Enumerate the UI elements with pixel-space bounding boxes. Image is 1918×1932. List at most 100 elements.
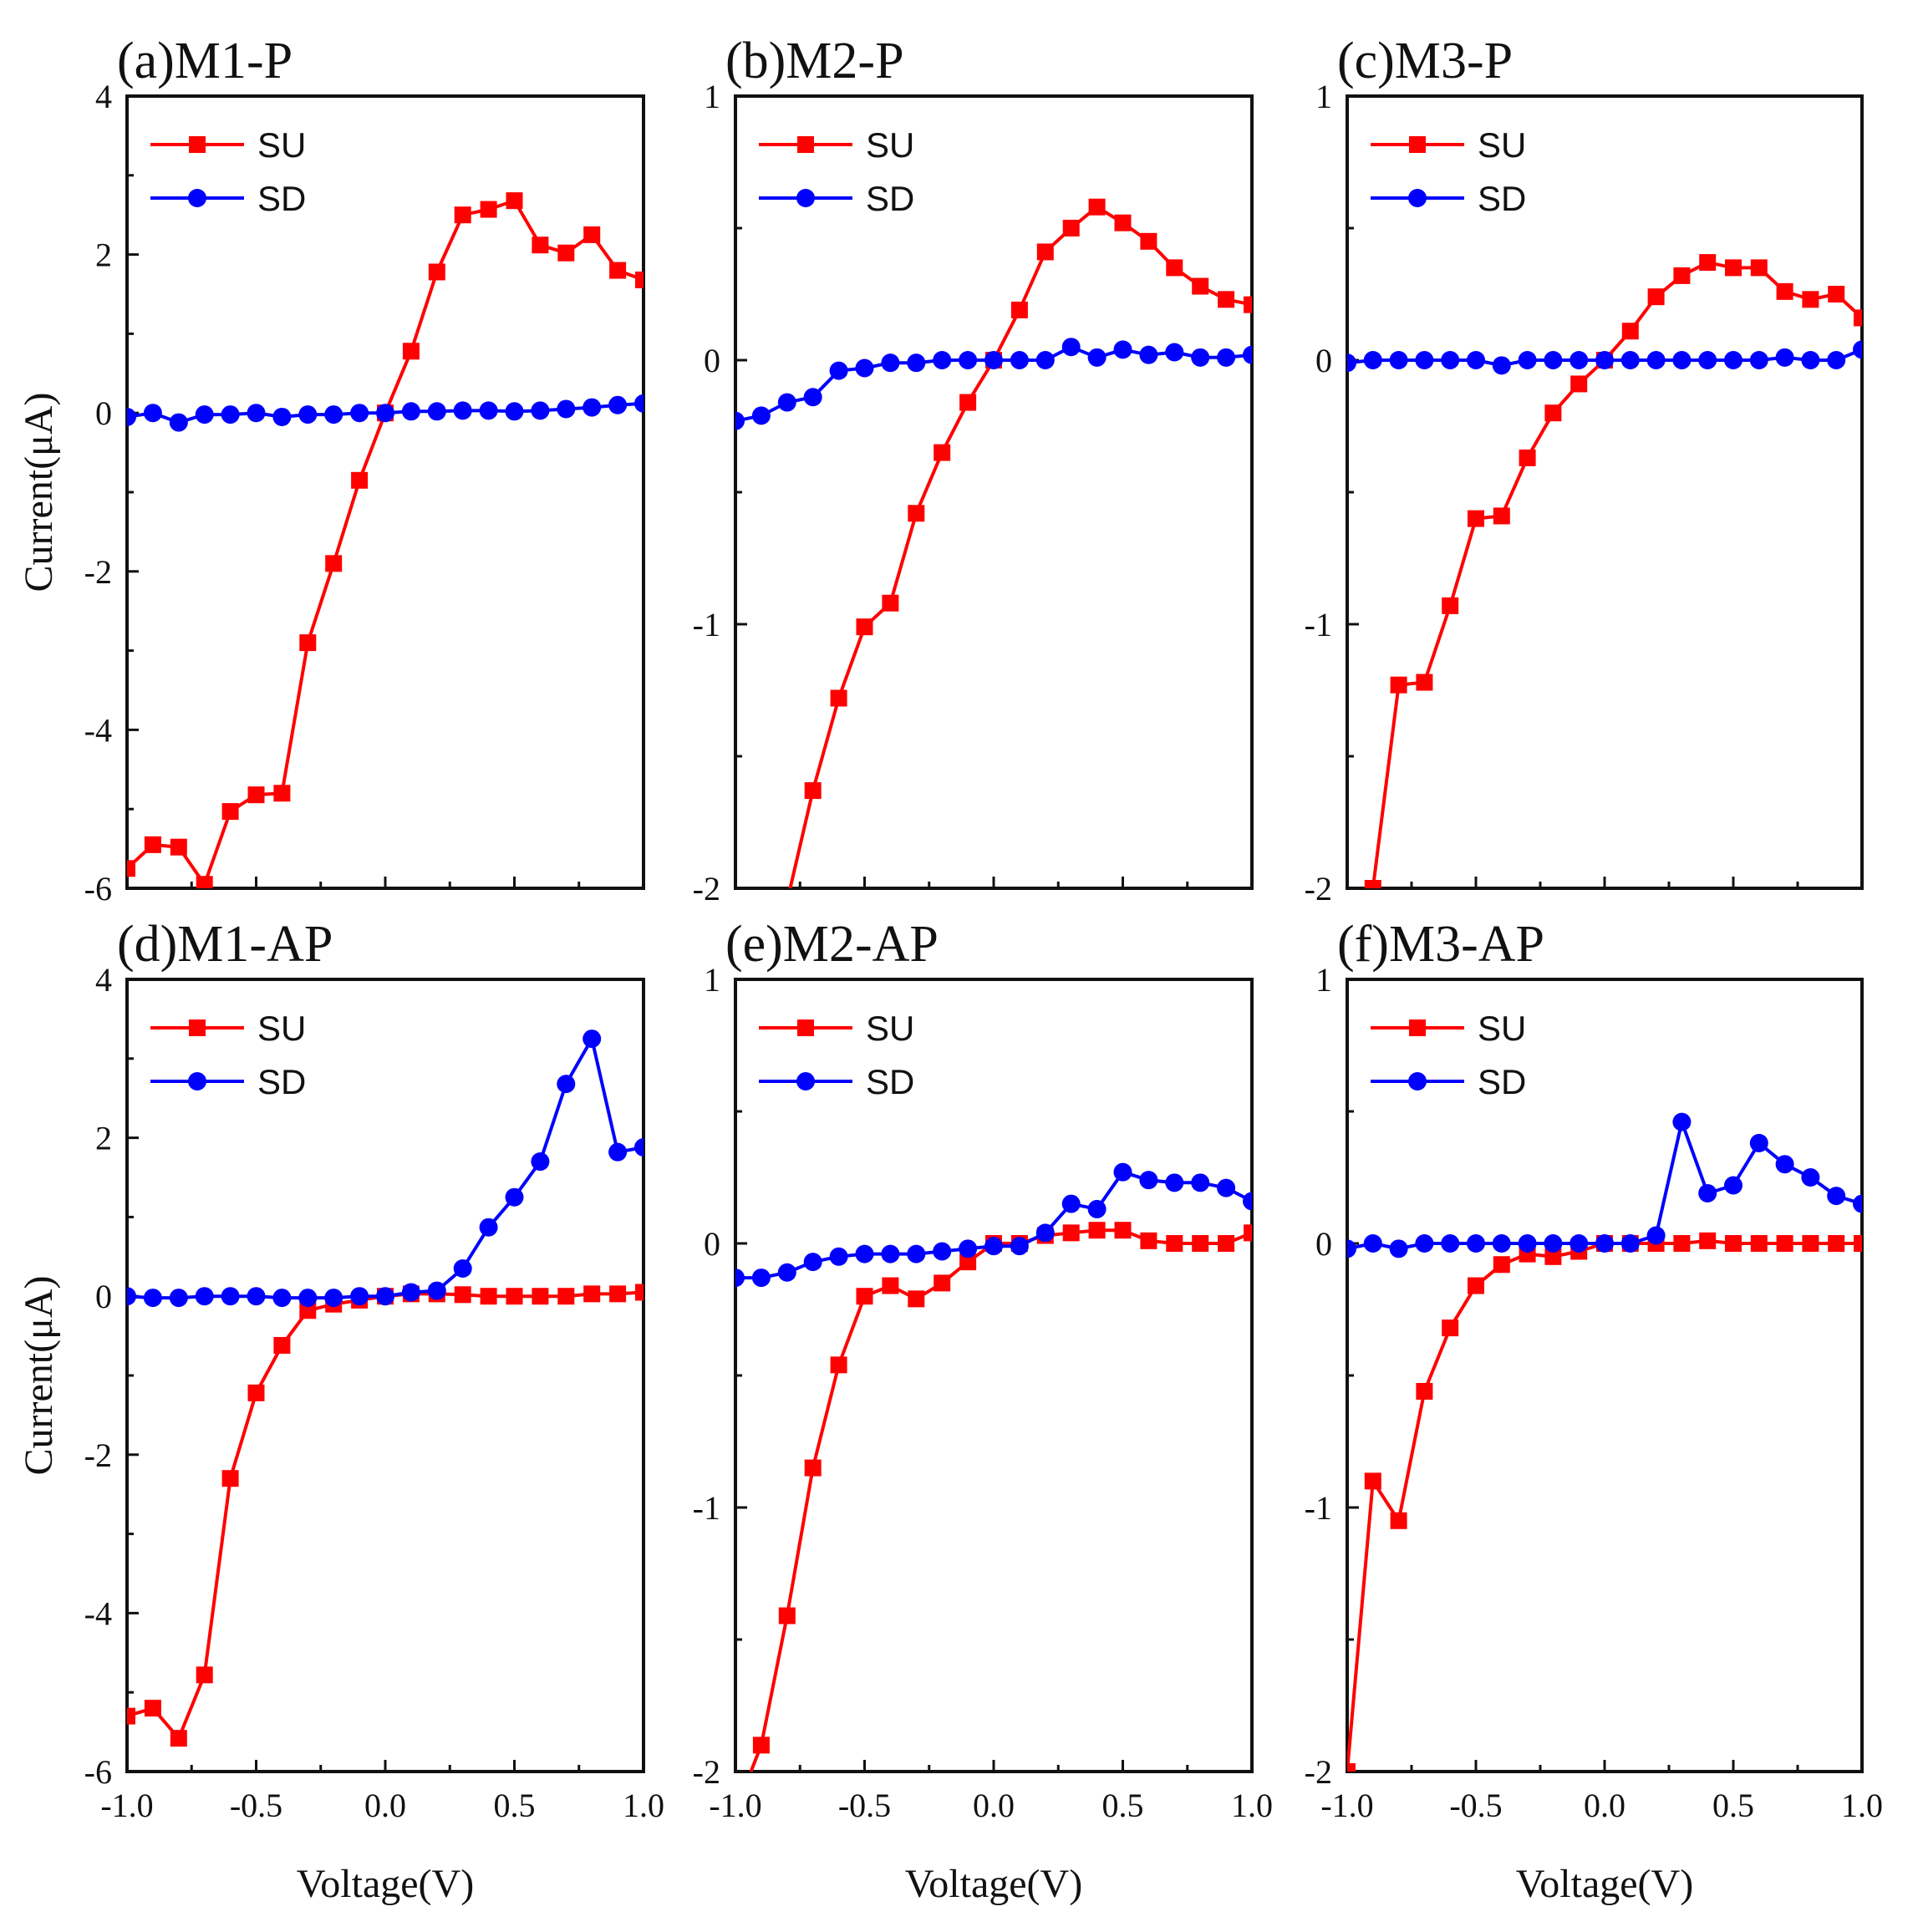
data-point-su bbox=[247, 786, 265, 804]
data-point-sd bbox=[1749, 1133, 1768, 1152]
data-point-sd bbox=[1595, 351, 1614, 369]
data-point-su bbox=[1244, 296, 1252, 313]
data-point-su bbox=[856, 618, 873, 636]
data-point-su bbox=[830, 1356, 847, 1374]
data-point-su bbox=[428, 263, 445, 281]
data-point-su bbox=[1140, 232, 1157, 250]
data-point-sd bbox=[143, 404, 162, 423]
data-point-sd bbox=[1775, 348, 1794, 367]
data-point-sd bbox=[1347, 1239, 1356, 1258]
panel-c: (c)M3-P -2 -1 0 1 SU SD bbox=[1305, 33, 1864, 908]
data-point-sd bbox=[735, 1269, 745, 1288]
data-point-su bbox=[959, 1253, 977, 1271]
data-point-su bbox=[1776, 282, 1793, 300]
y-tick-label: -6 bbox=[84, 870, 112, 908]
data-point-sd bbox=[195, 1287, 214, 1306]
data-point-sd bbox=[169, 1289, 188, 1308]
data-point-sd bbox=[881, 353, 900, 373]
data-point-sd bbox=[1165, 343, 1184, 362]
data-point-sd bbox=[1724, 351, 1742, 369]
legend-marker-sd bbox=[1408, 1072, 1427, 1091]
data-point-su bbox=[1114, 1222, 1132, 1239]
data-point-sd bbox=[195, 405, 214, 425]
series-line-su bbox=[1347, 1238, 1862, 1772]
data-point-sd bbox=[1363, 1234, 1382, 1253]
data-point-sd bbox=[634, 394, 644, 413]
data-point-su bbox=[221, 1470, 239, 1487]
data-point-su bbox=[402, 343, 420, 360]
data-point-sd bbox=[1595, 1234, 1614, 1253]
legend-label-su: SU bbox=[257, 1009, 306, 1048]
data-point-su bbox=[1621, 323, 1639, 340]
x-axis-title: Voltage(V) bbox=[905, 1862, 1082, 1906]
panel-title: (d)M1-AP bbox=[117, 916, 333, 973]
plot-frame bbox=[125, 978, 645, 1773]
data-point-su bbox=[1442, 1319, 1459, 1337]
plot-area bbox=[1347, 254, 1862, 888]
data-point-sd bbox=[777, 393, 796, 412]
data-point-su bbox=[299, 634, 317, 652]
y-tick-label: -1 bbox=[693, 1489, 720, 1527]
y-tick-label: -1 bbox=[1305, 1489, 1332, 1527]
x-tick-label: 0.5 bbox=[494, 1787, 536, 1824]
x-tick-label: 1.0 bbox=[1841, 1787, 1883, 1824]
data-point-sd bbox=[1191, 348, 1210, 367]
y-tick-label: 2 bbox=[95, 236, 112, 274]
x-tick-label: 1.0 bbox=[623, 1787, 664, 1824]
data-point-sd bbox=[1087, 348, 1107, 367]
data-point-sd bbox=[453, 1259, 472, 1279]
legend-marker-su bbox=[1409, 1019, 1426, 1036]
data-point-sd bbox=[557, 1075, 576, 1094]
data-point-sd bbox=[1061, 338, 1081, 357]
x-tick-label: -1.0 bbox=[709, 1787, 761, 1824]
data-point-su bbox=[959, 394, 977, 411]
data-point-su bbox=[196, 1666, 213, 1684]
data-point-su bbox=[1140, 1232, 1157, 1249]
data-point-sd bbox=[608, 1142, 628, 1162]
panel-d: (d)M1-AP -6 -4 -2 0 2 4 -1.0 -0.5 0.0 0.5 1.0 Curren… bbox=[17, 916, 664, 1906]
data-point-sd bbox=[855, 1244, 874, 1263]
data-point-su bbox=[557, 1288, 575, 1305]
data-point-su bbox=[583, 226, 601, 243]
data-point-su bbox=[506, 1288, 523, 1305]
data-point-su bbox=[1062, 220, 1080, 236]
plot-area bbox=[1347, 1112, 1862, 1772]
panel-title: (f)M3-AP bbox=[1337, 916, 1544, 973]
panel-a: (a)M1-P -6 -4 -2 0 2 4 Current(μA) SU SD bbox=[17, 33, 645, 908]
data-point-sd bbox=[1518, 351, 1537, 369]
plot-frame bbox=[1346, 94, 1864, 890]
data-point-sd bbox=[1620, 1234, 1640, 1253]
legend-label-su: SU bbox=[257, 125, 306, 165]
data-point-sd bbox=[1775, 1155, 1794, 1174]
data-point-su bbox=[1468, 1277, 1484, 1294]
series-line-sd bbox=[1347, 1120, 1862, 1251]
data-point-sd bbox=[583, 1030, 602, 1049]
x-tick-label: -0.5 bbox=[230, 1787, 282, 1824]
data-point-su bbox=[830, 689, 847, 707]
data-point-su bbox=[583, 1285, 601, 1303]
data-point-sd bbox=[608, 395, 628, 414]
data-point-su bbox=[1166, 259, 1183, 277]
data-point-su bbox=[1218, 1235, 1235, 1252]
data-point-sd bbox=[1698, 351, 1717, 369]
x-axis-title: Voltage(V) bbox=[297, 1862, 474, 1906]
data-point-sd bbox=[298, 1289, 318, 1308]
data-point-sd bbox=[1827, 351, 1846, 369]
data-point-sd bbox=[1672, 351, 1692, 369]
data-point-su bbox=[196, 876, 213, 888]
data-point-su bbox=[1192, 277, 1209, 295]
plot-area bbox=[127, 1030, 644, 1747]
y-tick-label: 4 bbox=[95, 78, 112, 115]
y-tick-label: -2 bbox=[1305, 1753, 1332, 1791]
data-point-sd bbox=[634, 1137, 644, 1157]
y-tick-label: 0 bbox=[1315, 1225, 1332, 1263]
data-point-sd bbox=[1010, 351, 1029, 369]
y-tick-label: -2 bbox=[693, 1753, 720, 1791]
data-point-su bbox=[1390, 1512, 1407, 1529]
data-point-su bbox=[635, 1284, 644, 1301]
data-point-sd bbox=[1827, 1187, 1846, 1206]
data-point-sd bbox=[127, 407, 136, 426]
data-point-su bbox=[1166, 1235, 1183, 1252]
y-tick-label: -2 bbox=[84, 553, 112, 591]
